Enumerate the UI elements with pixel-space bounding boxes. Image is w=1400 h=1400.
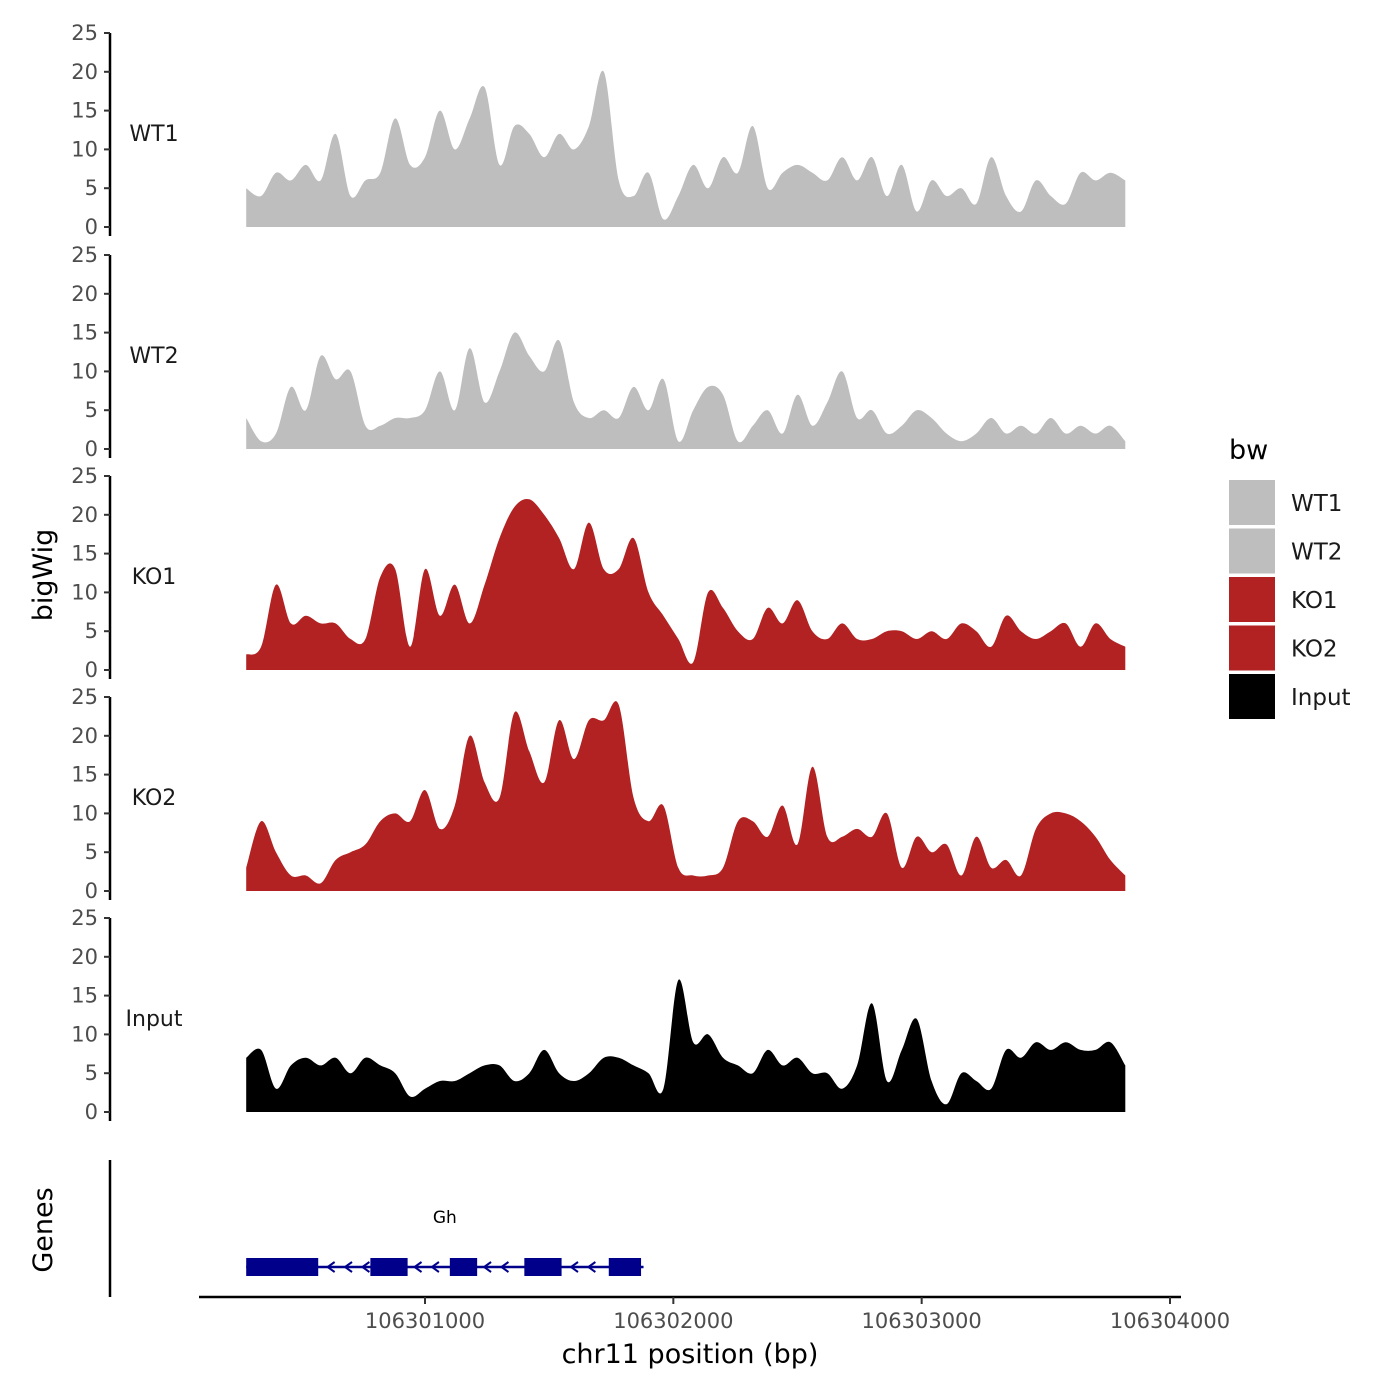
- y-tick-label: 10: [71, 801, 98, 825]
- y-tick-label: 10: [71, 580, 98, 604]
- y-tick-label: 10: [71, 359, 98, 383]
- strand-arrow: [412, 1261, 423, 1273]
- y-tick-label: 15: [71, 984, 98, 1008]
- y-tick-label: 10: [71, 1022, 98, 1046]
- y-tick-label: 25: [71, 243, 98, 267]
- y-tick-label: 5: [85, 398, 98, 422]
- y-axis-title: bigWig: [28, 529, 59, 622]
- genes-track-title: Genes: [28, 1187, 59, 1272]
- legend-key-wt2: [1229, 528, 1275, 574]
- y-tick-label: 20: [71, 60, 98, 84]
- y-tick-label: 25: [71, 906, 98, 930]
- y-tick-label: 15: [71, 321, 98, 345]
- y-tick-label: 0: [85, 215, 98, 239]
- strand-arrow: [343, 1261, 353, 1273]
- gene-exon: [246, 1258, 319, 1276]
- y-tick-label: 0: [85, 1100, 98, 1124]
- x-axis-title: chr11 position (bp): [562, 1339, 819, 1370]
- x-axis: 106301000 106302000 106303000 106304000: [199, 1295, 1230, 1333]
- gene-name-label: Gh: [433, 1208, 457, 1228]
- legend-label-ko2: KO2: [1291, 637, 1338, 663]
- track-label-ko2: KO2: [132, 786, 177, 811]
- x-tick-label: 106301000: [365, 1309, 485, 1333]
- y-tick-label: 20: [71, 945, 98, 969]
- legend-key-ko2: [1229, 625, 1275, 671]
- track-wt1: 0 5 10 15 20 25 WT1: [71, 21, 1126, 239]
- y-tick-label: 5: [85, 176, 98, 200]
- y-tick-label: 15: [71, 542, 98, 566]
- track-label-ko1: KO1: [132, 565, 177, 590]
- track-label-input: Input: [126, 1007, 183, 1032]
- coverage-area-ko2: [246, 701, 1126, 891]
- x-tick-label: 106303000: [862, 1309, 982, 1333]
- legend: WT1 WT2 KO1 KO2 Input: [1229, 480, 1351, 719]
- legend-label-input: Input: [1291, 685, 1351, 711]
- strand-arrow: [325, 1261, 336, 1273]
- y-tick-label: 20: [71, 282, 98, 306]
- track-ko2: 0 5 10 15 20 25 KO2: [71, 685, 1126, 903]
- coverage-tracks: 0510152025WT10510152025WT20510152025KO10…: [71, 21, 1126, 1124]
- coverage-area-input: [246, 979, 1126, 1112]
- strand-arrow: [482, 1261, 492, 1273]
- y-tick-label: 25: [71, 685, 98, 709]
- track-ko1: 0 5 10 15 20 25 KO1: [71, 464, 1126, 682]
- y-tick-label: 20: [71, 503, 98, 527]
- legend-label-wt1: WT1: [1291, 491, 1342, 517]
- gene-exon: [524, 1258, 562, 1276]
- y-tick-label: 15: [71, 763, 98, 787]
- legend-key-input: [1229, 674, 1275, 719]
- legend-label-ko1: KO1: [1291, 588, 1338, 614]
- y-tick-label: 25: [71, 21, 98, 45]
- strand-arrow: [586, 1261, 596, 1273]
- legend-key-wt1: [1229, 480, 1275, 525]
- y-tick-label: 5: [85, 1061, 98, 1085]
- x-tick-label: 106304000: [1110, 1309, 1230, 1333]
- track-input: 0 5 10 15 20 25 Input: [71, 906, 1126, 1124]
- gene-exon: [608, 1258, 642, 1276]
- x-tick-label: 106302000: [613, 1309, 733, 1333]
- y-tick-label: 15: [71, 99, 98, 123]
- coverage-area-wt1: [246, 70, 1126, 227]
- strand-arrow: [499, 1261, 510, 1273]
- legend-title: bw: [1229, 435, 1268, 466]
- strand-arrow: [569, 1261, 579, 1273]
- coverage-area-ko1: [246, 498, 1126, 670]
- gene-track: Gh: [108, 1160, 644, 1297]
- y-tick-label: 5: [85, 840, 98, 864]
- y-tick-label: 0: [85, 658, 98, 682]
- y-tick-label: 0: [85, 879, 98, 903]
- y-tick-label: 20: [71, 724, 98, 748]
- gene-exon: [370, 1258, 408, 1276]
- y-tick-label: 0: [85, 437, 98, 461]
- strand-arrow: [360, 1261, 370, 1273]
- gene-exon: [449, 1258, 478, 1276]
- track-wt2: 0 5 10 15 20 25 WT2: [71, 243, 1126, 461]
- track-label-wt2: WT2: [129, 344, 178, 369]
- legend-label-wt2: WT2: [1291, 540, 1342, 566]
- legend-key-ko1: [1229, 577, 1275, 622]
- coverage-area-wt2: [246, 332, 1126, 449]
- strand-arrow: [430, 1261, 440, 1273]
- y-tick-label: 5: [85, 619, 98, 643]
- y-tick-label: 10: [71, 137, 98, 161]
- track-label-wt1: WT1: [129, 122, 178, 147]
- y-tick-label: 25: [71, 464, 98, 488]
